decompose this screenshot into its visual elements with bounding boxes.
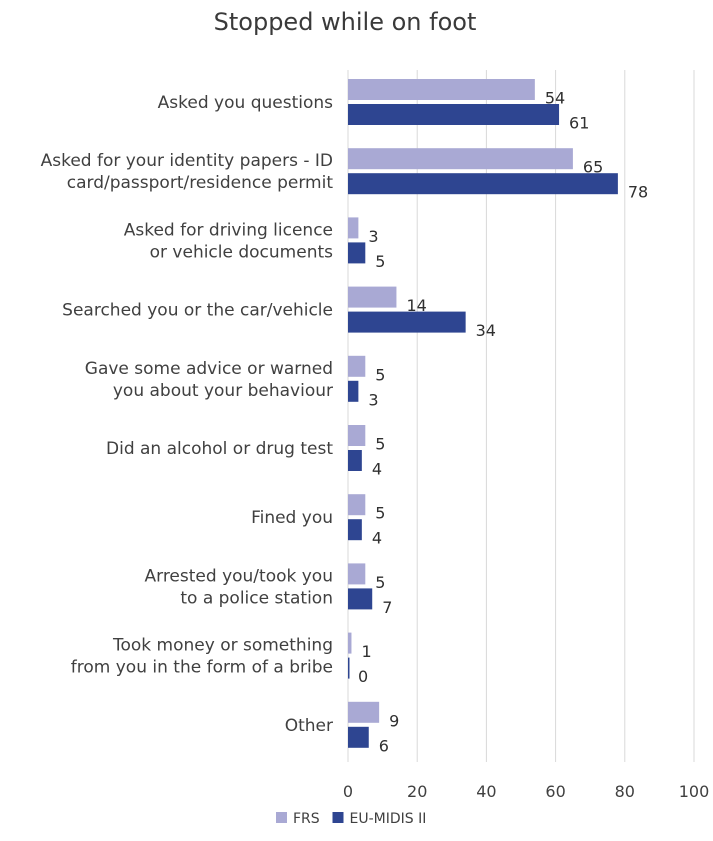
legend-swatch bbox=[332, 812, 344, 823]
category-label: Asked for your identity papers - ID card/… bbox=[41, 151, 334, 193]
category-label: Fined you bbox=[251, 508, 333, 528]
value-label: 5 bbox=[375, 504, 385, 523]
category-label-line: Gave some advice or warned bbox=[85, 359, 333, 379]
category-label: Other bbox=[285, 716, 333, 736]
value-label: 4 bbox=[372, 460, 382, 479]
value-label: 54 bbox=[545, 89, 565, 108]
value-label: 78 bbox=[628, 183, 648, 202]
category-label: Asked for driving licence or vehicle docu… bbox=[124, 220, 333, 262]
x-tick-label: 100 bbox=[679, 782, 710, 801]
category-label: Took money or something from you in the f… bbox=[71, 636, 333, 678]
category-label-line: Other bbox=[285, 716, 333, 736]
x-tick-label: 20 bbox=[407, 782, 427, 801]
category-labels: Asked you questions Asked for your identi… bbox=[41, 93, 334, 736]
bar-eu-midis-ii bbox=[348, 519, 362, 541]
value-label: 65 bbox=[583, 158, 603, 177]
category-label-line: card/passport/residence permit bbox=[67, 173, 334, 193]
bar-frs bbox=[348, 355, 366, 377]
bar-frs bbox=[348, 494, 366, 516]
bar-eu-midis-ii bbox=[348, 173, 618, 195]
category-label-line: to a police station bbox=[180, 588, 333, 608]
bar-eu-midis-ii bbox=[348, 380, 359, 402]
bar-eu-midis-ii bbox=[348, 450, 362, 471]
value-label: 6 bbox=[379, 736, 389, 755]
category-label: Searched you or the car/vehicle bbox=[62, 301, 333, 321]
bars bbox=[348, 79, 618, 748]
x-tick-label: 0 bbox=[343, 782, 353, 801]
value-label: 5 bbox=[375, 435, 385, 454]
category-label-line: Did an alcohol or drug test bbox=[106, 439, 333, 459]
legend-label: FRS bbox=[293, 811, 320, 827]
value-label: 9 bbox=[389, 711, 399, 730]
category-label-line: Searched you or the car/vehicle bbox=[62, 301, 333, 321]
bar-eu-midis-ii bbox=[348, 726, 369, 748]
x-tick-label: 60 bbox=[545, 782, 565, 801]
category-label-line: from you in the form of a bribe bbox=[71, 658, 333, 678]
bar-eu-midis-ii bbox=[348, 242, 366, 264]
value-label: 61 bbox=[569, 114, 589, 133]
category-label: Gave some advice or warned you about your… bbox=[85, 359, 333, 401]
bar-eu-midis-ii bbox=[348, 104, 560, 125]
value-label: 5 bbox=[375, 252, 385, 271]
category-label: Did an alcohol or drug test bbox=[106, 439, 333, 459]
chart-title: Stopped while on foot bbox=[214, 8, 477, 36]
value-label: 4 bbox=[372, 529, 382, 548]
bar-frs bbox=[348, 563, 366, 585]
legend-swatch bbox=[276, 812, 287, 823]
value-label: 34 bbox=[476, 321, 496, 340]
bar-eu-midis-ii bbox=[348, 657, 350, 679]
bar-eu-midis-ii bbox=[348, 311, 466, 333]
x-tick-label: 80 bbox=[615, 782, 635, 801]
value-label: 0 bbox=[358, 667, 368, 686]
bar-frs bbox=[348, 632, 352, 654]
category-label: Arrested you/took you to a police station bbox=[145, 566, 334, 608]
value-label: 1 bbox=[361, 642, 371, 661]
bar-frs bbox=[348, 701, 380, 723]
category-label-line: Asked for driving licence bbox=[124, 220, 333, 240]
value-label: 7 bbox=[382, 598, 392, 617]
category-label-line: Arrested you/took you bbox=[145, 566, 334, 586]
legend: FRS EU-MIDIS II bbox=[276, 811, 426, 827]
bar-frs bbox=[348, 148, 573, 170]
value-label: 3 bbox=[368, 227, 378, 246]
bar-eu-midis-ii bbox=[348, 588, 373, 610]
value-label: 14 bbox=[406, 296, 426, 315]
value-label: 5 bbox=[375, 365, 385, 384]
x-axis-ticks: 0 20 40 60 80 100 bbox=[343, 782, 709, 801]
bar-frs bbox=[348, 425, 366, 446]
category-label-line: Asked for your identity papers - ID bbox=[41, 151, 333, 171]
category-label-line: Fined you bbox=[251, 508, 333, 528]
bar-frs bbox=[348, 79, 535, 100]
category-label-line: Asked you questions bbox=[158, 93, 333, 113]
category-label-line: you about your behaviour bbox=[113, 381, 333, 401]
value-label: 5 bbox=[375, 573, 385, 592]
category-label: Asked you questions bbox=[158, 93, 333, 113]
value-label: 3 bbox=[368, 390, 378, 409]
bar-frs bbox=[348, 286, 397, 308]
x-tick-label: 40 bbox=[476, 782, 496, 801]
category-label-line: Took money or something bbox=[112, 636, 333, 656]
category-label-line: or vehicle documents bbox=[150, 242, 334, 262]
bar-frs bbox=[348, 217, 359, 239]
legend-label: EU-MIDIS II bbox=[350, 811, 427, 827]
